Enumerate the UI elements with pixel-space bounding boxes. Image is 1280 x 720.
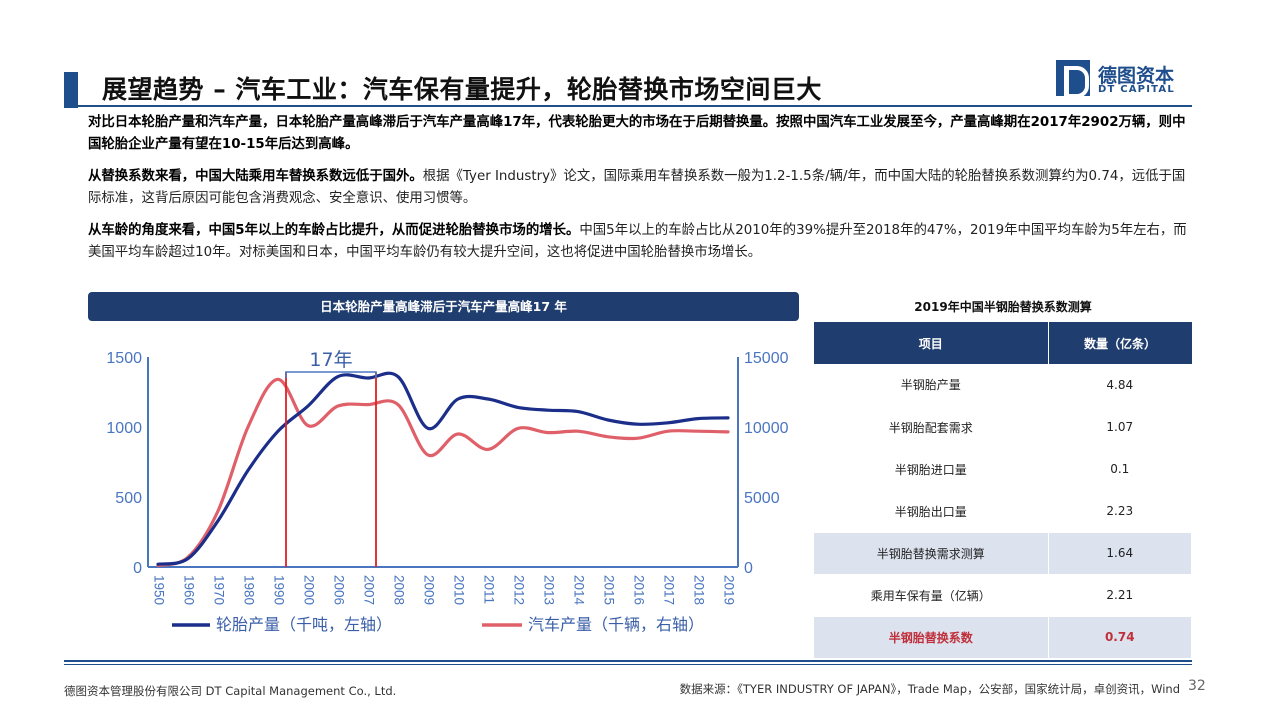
page-number: 32 bbox=[1188, 678, 1206, 694]
x-tick-label: 1960 bbox=[181, 575, 196, 605]
x-tick-label: 2014 bbox=[571, 575, 586, 606]
table-cell-value: 1.07 bbox=[1048, 406, 1192, 449]
paragraph-1: 对比日本轮胎产量和汽车产量，日本轮胎产量高峰滞后于汽车产量高峰17年，代表轮胎更… bbox=[88, 112, 1196, 156]
x-tick-label: 2017 bbox=[661, 575, 676, 605]
logo-d-icon bbox=[1056, 60, 1090, 98]
company-logo: 德图资本 DT CAPITAL bbox=[1056, 60, 1186, 98]
table-cell-item: 半钢胎出口量 bbox=[814, 490, 1049, 533]
annotation-label: 17年 bbox=[309, 349, 352, 371]
x-tick-label: 2019 bbox=[721, 575, 736, 605]
x-tick-label: 2018 bbox=[691, 575, 706, 605]
table-cell-item: 半钢胎配套需求 bbox=[814, 406, 1049, 449]
series-line-tire bbox=[156, 371, 730, 566]
table-row: 半钢胎进口量 0.1 bbox=[814, 448, 1192, 491]
replacement-coefficient-table: 项目 数量（亿条） 半钢胎产量 4.84 半钢胎配套需求 1.07 半钢胎进口量 0.… bbox=[814, 322, 1192, 659]
series-line-car bbox=[156, 377, 730, 568]
x-tick-label: 1970 bbox=[211, 575, 226, 605]
paragraph-3-bold: 从车龄的角度来看，中国5年以上的车龄占比提升，从而促进轮胎替换市场的增长。 bbox=[88, 223, 580, 238]
table-cell-value: 2.21 bbox=[1048, 574, 1192, 617]
y-left-tick-label: 500 bbox=[115, 490, 142, 507]
bottom-divider bbox=[64, 660, 1192, 662]
x-tick-label: 2016 bbox=[631, 575, 646, 605]
table-title: 2019年中国半钢胎替换系数测算 bbox=[914, 300, 1092, 314]
y-left-tick-label: 1500 bbox=[106, 350, 142, 367]
x-tick-label: 2013 bbox=[541, 575, 556, 605]
table-cell-item: 半钢胎替换需求测算 bbox=[814, 532, 1049, 575]
x-tick-label: 2007 bbox=[361, 575, 376, 605]
title-accent-bar bbox=[64, 72, 78, 108]
x-tick-label: 2008 bbox=[391, 575, 406, 605]
logo-text-cn: 德图资本 bbox=[1098, 65, 1175, 87]
paragraph-3-text: 中国5年以上的车龄占比从2010年的39%提升至2018年的47%，2019年中… bbox=[88, 223, 1187, 260]
x-tick-label: 2015 bbox=[601, 575, 616, 605]
footer-company: 德图资本管理股份有限公司 DT Capital Management Co., … bbox=[64, 684, 397, 698]
table-row-highlight: 半钢胎替换系数 0.74 bbox=[814, 616, 1192, 659]
y-right-tick-label: 0 bbox=[744, 560, 753, 577]
table-header-value: 数量（亿条） bbox=[1048, 322, 1192, 364]
paragraph-2: 从替换系数来看，中国大陆乘用车替换系数远低于国外。根据《Tyer Industr… bbox=[88, 166, 1196, 210]
y-right-tick-label: 10000 bbox=[744, 420, 789, 437]
table-cell-value: 2.23 bbox=[1048, 490, 1192, 533]
bottom-divider-thin bbox=[64, 664, 1192, 665]
paragraph-1-bold: 对比日本轮胎产量和汽车产量，日本轮胎产量高峰滞后于汽车产量高峰17年，代表轮胎更… bbox=[88, 115, 1186, 152]
y-left-tick-label: 0 bbox=[133, 560, 142, 577]
table-cell-item: 乘用车保有量（亿辆） bbox=[814, 574, 1049, 617]
legend-label-car: 汽车产量（千辆，右轴） bbox=[528, 615, 704, 634]
table-header-item: 项目 bbox=[814, 322, 1049, 364]
table-cell-item: 半钢胎进口量 bbox=[814, 448, 1049, 491]
table-row: 半钢胎替换需求测算 1.64 bbox=[814, 532, 1192, 575]
paragraph-2-text: 根据《Tyer Industry》论文，国际乘用车替换系数一般为1.2-1.5条… bbox=[88, 169, 1186, 206]
page-title: 展望趋势 – 汽车工业：汽车保有量提升，轮胎替换市场空间巨大 bbox=[102, 75, 822, 104]
table-row: 乘用车保有量（亿辆） 2.21 bbox=[814, 574, 1192, 617]
x-tick-label: 2011 bbox=[481, 575, 496, 604]
legend-label-tire: 轮胎产量（千吨，左轴） bbox=[216, 615, 392, 634]
footer-source: 数据来源：《TYER INDUSTRY OF JAPAN》，Trade Map，… bbox=[679, 682, 1180, 696]
top-divider bbox=[64, 105, 1192, 107]
table-cell-item: 半钢胎替换系数 bbox=[814, 616, 1049, 659]
y-right-tick-label: 5000 bbox=[744, 490, 780, 507]
y-left-tick-label: 1000 bbox=[106, 420, 142, 437]
x-tick-label: 2000 bbox=[301, 575, 316, 605]
table-cell-value: 1.64 bbox=[1048, 532, 1192, 575]
table-cell-item: 半钢胎产量 bbox=[814, 364, 1049, 407]
x-tick-label: 1980 bbox=[241, 575, 256, 605]
annotation-bracket bbox=[285, 371, 377, 378]
table-cell-value: 0.74 bbox=[1048, 616, 1192, 659]
table-row: 半钢胎出口量 2.23 bbox=[814, 490, 1192, 533]
x-tick-label: 2009 bbox=[421, 575, 436, 605]
paragraph-2-bold: 从替换系数来看，中国大陆乘用车替换系数远低于国外。 bbox=[88, 169, 423, 184]
logo-text-en: DT CAPITAL bbox=[1098, 84, 1175, 95]
paragraph-3: 从车龄的角度来看，中国5年以上的车龄占比提升，从而促进轮胎替换市场的增长。中国5… bbox=[88, 220, 1196, 264]
chart-header: 日本轮胎产量高峰滞后于汽车产量高峰17 年 bbox=[88, 292, 799, 321]
table-cell-value: 4.84 bbox=[1048, 364, 1192, 407]
table-header-row: 项目 数量（亿条） bbox=[814, 322, 1192, 364]
x-tick-label: 1990 bbox=[271, 575, 286, 605]
table-cell-value: 0.1 bbox=[1048, 448, 1192, 491]
x-tick-label: 2010 bbox=[451, 575, 466, 605]
table-row: 半钢胎配套需求 1.07 bbox=[814, 406, 1192, 449]
x-tick-label: 2006 bbox=[331, 575, 346, 605]
y-right-tick-label: 15000 bbox=[744, 350, 789, 367]
table-row: 半钢胎产量 4.84 bbox=[814, 364, 1192, 407]
x-tick-label: 1950 bbox=[151, 575, 166, 605]
x-tick-label: 2012 bbox=[511, 575, 526, 605]
